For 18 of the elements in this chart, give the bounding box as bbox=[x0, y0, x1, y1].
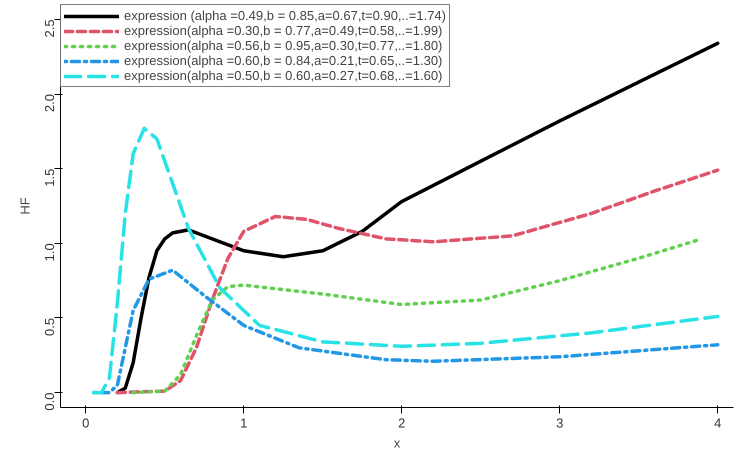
legend-label: expression(alpha =0.30,b = 0.77,a=0.49,t=0.58,..=1.99) bbox=[124, 23, 442, 38]
x-tick-label: 2 bbox=[398, 416, 406, 430]
x-tick-label: 0 bbox=[82, 416, 90, 430]
x-tick-label: 1 bbox=[240, 416, 248, 430]
legend-label: expression(alpha =0.50,b = 0.60,a=0.27,t=0.68,..=1.60) bbox=[124, 68, 442, 83]
y-tick-label: 0.0 bbox=[42, 392, 57, 411]
legend-label: expression(alpha =0.60,b = 0.84,a=0.21,t=0.65,..=1.30) bbox=[124, 53, 442, 68]
x-axis-title: x bbox=[394, 436, 401, 450]
legend-label: expression (alpha =0.49,b = 0.85,a=0.67,t=0.90,..=1.74) bbox=[124, 8, 446, 23]
y-axis-title: HF bbox=[18, 197, 32, 215]
y-tick-label: 1.0 bbox=[42, 243, 57, 262]
legend-label: expression(alpha =0.56,b = 0.95,a=0.30,t=0.77,..=1.80) bbox=[124, 38, 442, 53]
y-tick-label: 2.0 bbox=[42, 94, 57, 112]
x-tick-label: 3 bbox=[556, 416, 564, 430]
x-tick-label: 4 bbox=[714, 416, 722, 430]
y-tick-label: 0.5 bbox=[42, 318, 57, 336]
y-tick-label: 2.5 bbox=[42, 19, 57, 38]
y-tick-label: 1.5 bbox=[42, 168, 57, 187]
